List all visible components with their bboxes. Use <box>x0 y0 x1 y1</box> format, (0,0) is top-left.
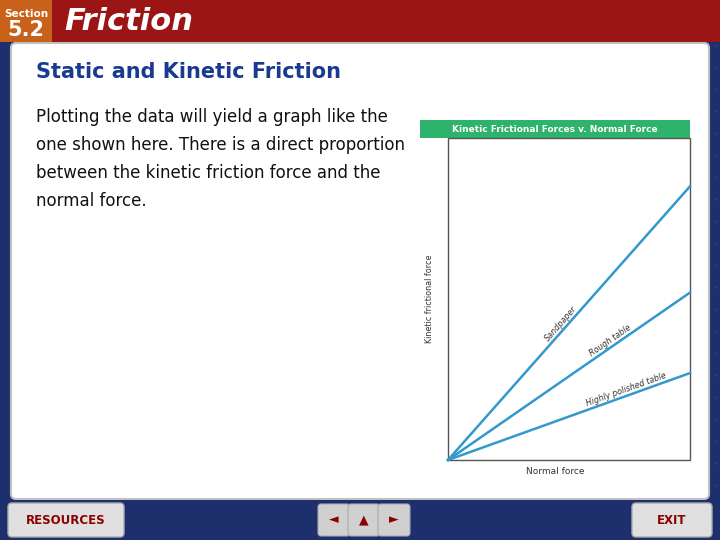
Bar <box>0 0 52 42</box>
Text: Kinetic Frictional Forces v. Normal Force: Kinetic Frictional Forces v. Normal Forc… <box>452 125 658 133</box>
Text: 5.2: 5.2 <box>7 20 45 40</box>
Text: Kinetic frictional force: Kinetic frictional force <box>425 255 433 343</box>
Text: Plotting the data will yield a graph like the: Plotting the data will yield a graph lik… <box>36 108 388 126</box>
Bar <box>0 0 720 42</box>
Bar <box>420 120 690 138</box>
Text: one shown here. There is a direct proportion: one shown here. There is a direct propor… <box>36 136 405 154</box>
FancyBboxPatch shape <box>348 504 380 536</box>
Bar <box>0 500 720 540</box>
Text: Sandpaper: Sandpaper <box>543 305 578 343</box>
Text: Rough table: Rough table <box>588 322 633 357</box>
Text: EXIT: EXIT <box>657 514 687 526</box>
Text: Highly polished table: Highly polished table <box>585 370 668 408</box>
Text: ►: ► <box>390 514 399 526</box>
Text: Static and Kinetic Friction: Static and Kinetic Friction <box>36 62 341 82</box>
Text: Normal force: Normal force <box>526 468 584 476</box>
Text: ◄: ◄ <box>329 514 339 526</box>
Text: between the kinetic friction force and the: between the kinetic friction force and t… <box>36 164 380 182</box>
FancyBboxPatch shape <box>378 504 410 536</box>
FancyBboxPatch shape <box>632 503 712 537</box>
Text: ▲: ▲ <box>359 514 369 526</box>
FancyBboxPatch shape <box>11 43 709 499</box>
FancyBboxPatch shape <box>8 503 124 537</box>
Text: normal force.: normal force. <box>36 192 147 210</box>
Text: Friction: Friction <box>64 6 193 36</box>
Bar <box>448 138 690 460</box>
FancyBboxPatch shape <box>318 504 350 536</box>
Text: RESOURCES: RESOURCES <box>26 514 106 526</box>
Text: Section: Section <box>4 9 48 19</box>
